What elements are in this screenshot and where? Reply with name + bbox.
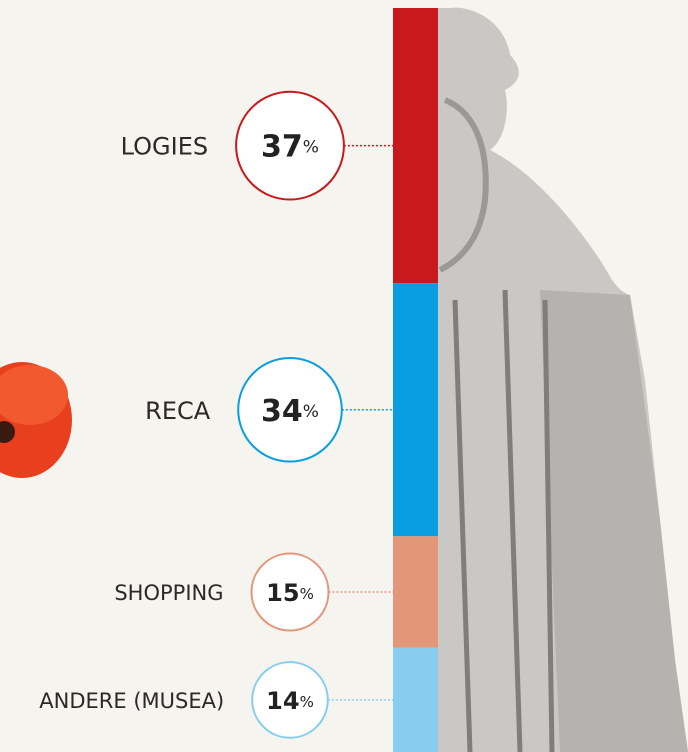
value-number: 34 [261, 393, 303, 428]
bar-segment [393, 648, 438, 752]
category-label: ANDERE (MUSEA) [39, 689, 224, 713]
bar-segment [393, 536, 438, 648]
category-label: RECA [145, 397, 211, 425]
bar-segment [393, 8, 438, 283]
bar-segment [393, 283, 438, 536]
value-number: 14 [266, 687, 299, 715]
page: 37% LOGIES 34% RECA 15% SHOPPING 14% ANDERE (MU… [0, 0, 688, 752]
category-label: LOGIES [121, 133, 208, 161]
value-number: 37 [261, 129, 303, 164]
chart: 37% LOGIES 34% RECA 15% SHOPPING 14% ANDERE (MU… [0, 0, 688, 752]
value-unit: % [303, 138, 319, 158]
value-unit: % [300, 692, 314, 710]
value-unit: % [300, 585, 314, 603]
value-number: 15 [266, 579, 299, 607]
category-label: SHOPPING [114, 581, 223, 605]
value-unit: % [303, 402, 319, 422]
